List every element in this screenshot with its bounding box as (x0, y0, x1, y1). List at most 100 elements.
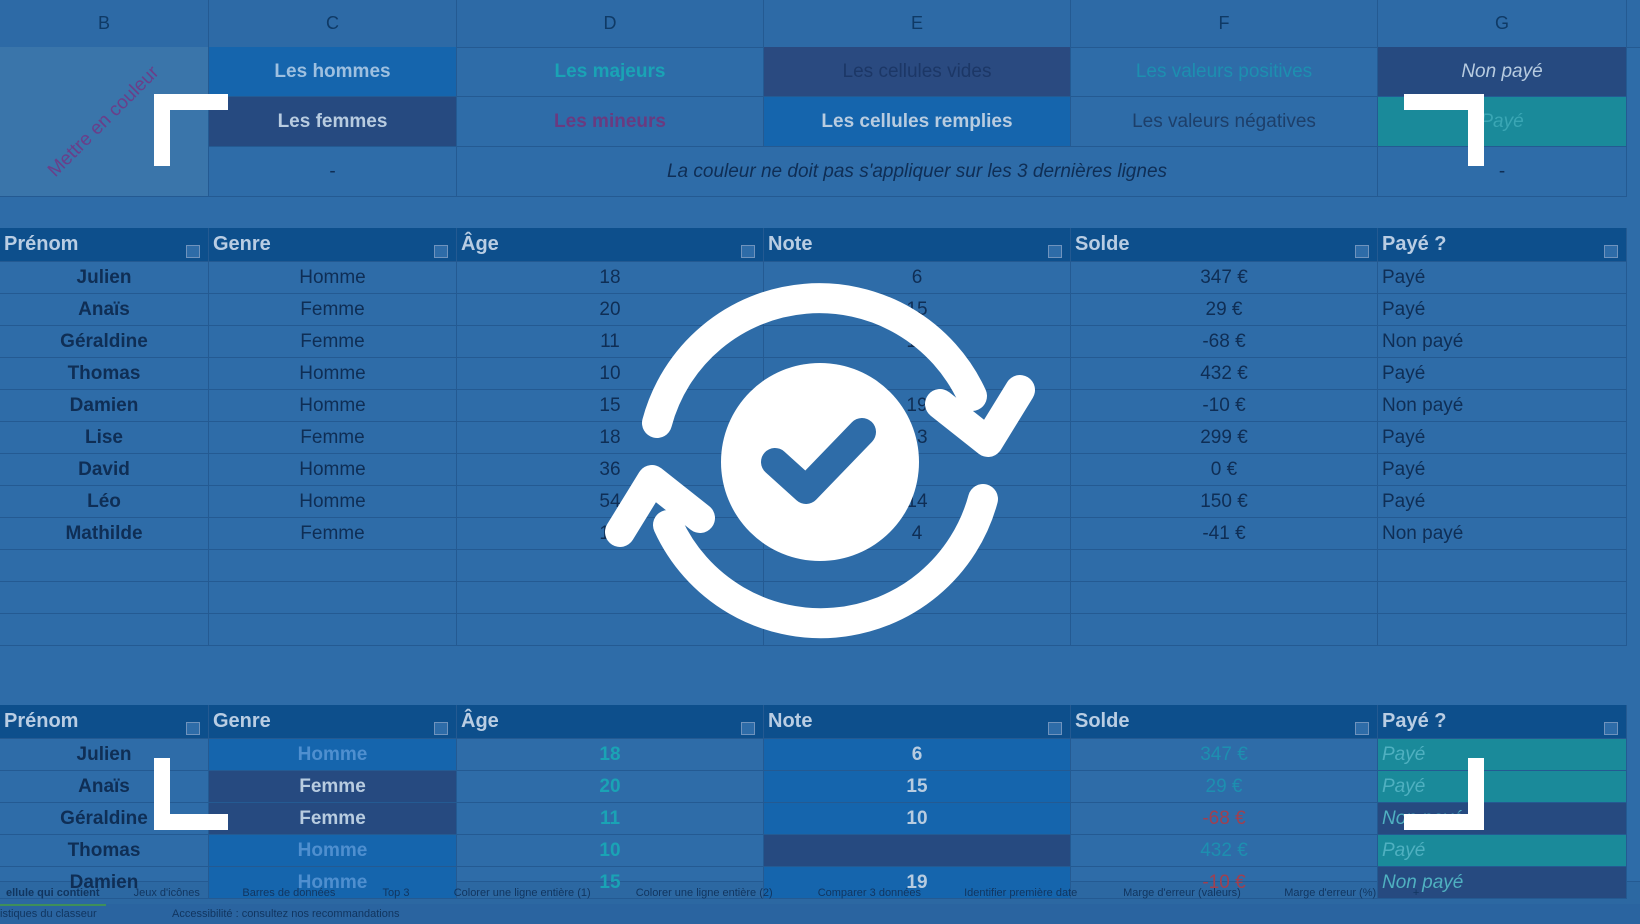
table-cell: 150 € (1071, 486, 1378, 518)
column-letter: F (1071, 0, 1378, 47)
status-bar (0, 904, 1640, 924)
empty-cell (1378, 614, 1627, 646)
table-cell: 6 (764, 262, 1071, 294)
table-header: Prénom (0, 228, 209, 262)
filter-button[interactable] (1048, 722, 1062, 735)
filter-button[interactable] (741, 245, 755, 258)
table-cell: Payé (1378, 454, 1627, 486)
corner-bracket (1404, 94, 1484, 166)
table-cell: Payé (1378, 422, 1627, 454)
empty-cell (209, 550, 457, 582)
sheet-tab[interactable]: Jeux d'icônes (133, 886, 200, 899)
table-cell: Non payé (1378, 867, 1627, 899)
table-cell: 19 (764, 867, 1071, 899)
table-header: Payé ? (1378, 228, 1627, 262)
sheet-tab[interactable]: Top 3 (382, 886, 410, 899)
sheet-tab[interactable]: Colorer une ligne entière (2) (635, 886, 773, 899)
table-cell: Homme (209, 262, 457, 294)
corner-bracket (154, 758, 228, 830)
merged-label-cell: Mettre en couleur (0, 47, 209, 197)
table-cell: -68 € (1071, 326, 1378, 358)
sheet-tab[interactable]: Identifier première date (964, 886, 1078, 899)
table-header: Prénom (0, 705, 209, 739)
rule-cell: Les valeurs négatives (1071, 97, 1378, 147)
sheet-tab[interactable]: Marge d'erreur (%) (1284, 886, 1377, 899)
table-cell: -10 € (1071, 390, 1378, 422)
rule-cell: Non payé (1378, 47, 1627, 97)
table-header: Payé ? (1378, 705, 1627, 739)
table-cell: Payé (1378, 262, 1627, 294)
table-cell: Damien (0, 867, 209, 899)
table-cell: Payé (1378, 739, 1627, 771)
filter-button[interactable] (186, 245, 200, 258)
status-text: Accessibilité : consultez nos recommanda… (172, 908, 400, 920)
table-cell: 432 € (1071, 358, 1378, 390)
table-header: Genre (209, 228, 457, 262)
table-cell: 15 (457, 867, 764, 899)
table-cell: 432 € (1071, 835, 1378, 867)
sheet-tab[interactable]: Colorer une ligne entière (1) (453, 886, 591, 899)
note-cell: - (1378, 147, 1627, 197)
corner-brackets (154, 94, 1484, 830)
rule-cell: Les mineurs (457, 97, 764, 147)
table-cell: 15 (764, 771, 1071, 803)
table-cell: Léo (0, 486, 209, 518)
table-cell: Julien (0, 739, 209, 771)
table-cell: Payé (1378, 835, 1627, 867)
table-cell: Homme (209, 835, 457, 867)
empty-cell (1378, 550, 1627, 582)
filter-button[interactable] (1604, 722, 1618, 735)
table-cell: Payé (1378, 771, 1627, 803)
table-header: Genre (209, 705, 457, 739)
table-cell: Géraldine (0, 326, 209, 358)
column-letter: C (209, 0, 457, 47)
rule-cell: Les majeurs (457, 47, 764, 97)
filter-button[interactable] (434, 722, 448, 735)
table-cell: Anaïs (0, 771, 209, 803)
column-letter: G (1378, 0, 1627, 47)
table-cell: 18 (457, 262, 764, 294)
column-letter: D (457, 0, 764, 47)
note-cell: La couleur ne doit pas s'appliquer sur l… (457, 147, 1378, 197)
table-cell: Damien (0, 390, 209, 422)
table-cell: David (0, 454, 209, 486)
column-letter: B (0, 0, 209, 47)
empty-cell (1378, 582, 1627, 614)
table-header: Âge (457, 705, 764, 739)
rule-cell: Les hommes (209, 47, 457, 97)
table-cell: -10 € (1071, 867, 1378, 899)
table-cell: 18 (457, 739, 764, 771)
sheet-tab[interactable]: Barres de données (242, 886, 336, 899)
table-cell: 11 (457, 326, 764, 358)
sheet-tab[interactable]: ellule qui contient (0, 881, 106, 906)
table-cell: Lise (0, 422, 209, 454)
filter-button[interactable] (1355, 722, 1369, 735)
table-cell (764, 358, 1071, 390)
filter-button[interactable] (434, 245, 448, 258)
table-cell: 6 (764, 739, 1071, 771)
sheet-tab[interactable]: + (1412, 886, 1420, 899)
table-cell: 10 (457, 358, 764, 390)
table-cell: Homme (209, 454, 457, 486)
table-cell: Homme (209, 867, 457, 899)
table-cell: 10 (764, 803, 1071, 835)
filter-button[interactable] (1604, 245, 1618, 258)
table-cell (764, 835, 1071, 867)
table-cell: Payé (1378, 486, 1627, 518)
table-cell: Non payé (1378, 326, 1627, 358)
table-cell: Homme (209, 486, 457, 518)
filter-button[interactable] (1355, 245, 1369, 258)
sheet-tab[interactable]: Marge d'erreur (valeurs) (1123, 886, 1241, 899)
table-cell: Femme (209, 294, 457, 326)
table-cell: 20 (457, 771, 764, 803)
table-header: Solde (1071, 705, 1378, 739)
empty-cell (209, 582, 457, 614)
filter-button[interactable] (1048, 245, 1062, 258)
sheet-tab[interactable]: Comparer 3 données (817, 886, 922, 899)
corner-bracket (154, 94, 228, 166)
filter-button[interactable] (186, 722, 200, 735)
table-cell: Thomas (0, 358, 209, 390)
table-cell: 29 € (1071, 294, 1378, 326)
note-cell: - (209, 147, 457, 197)
filter-button[interactable] (741, 722, 755, 735)
